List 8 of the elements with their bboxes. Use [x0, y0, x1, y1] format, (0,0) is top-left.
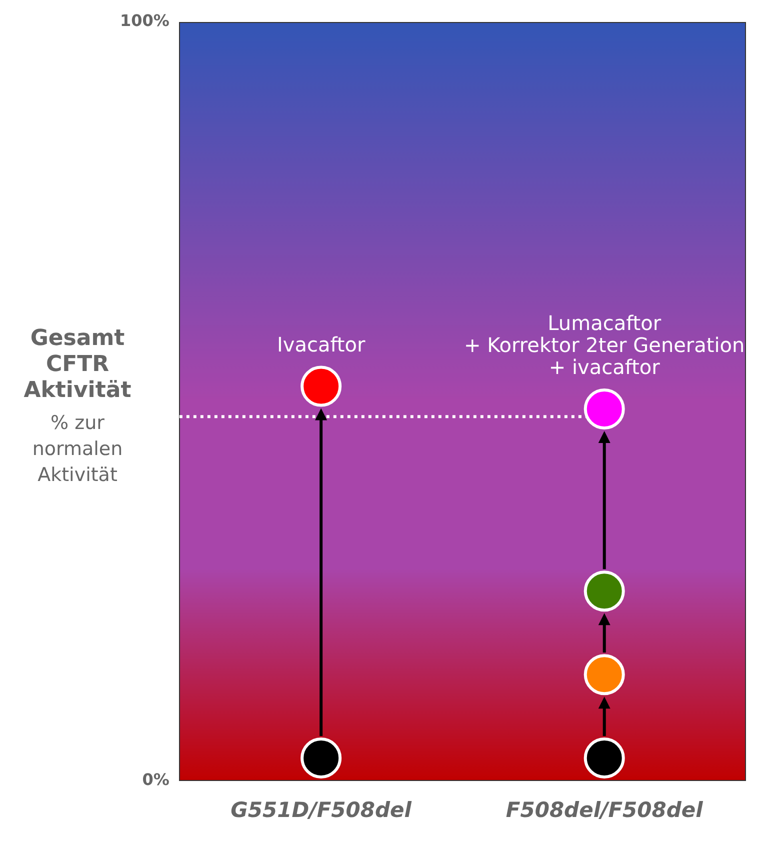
x-tick-label: G551D/F508del	[230, 798, 412, 822]
annotation: Ivacaftor	[276, 332, 366, 356]
x-tick-label: F508del/F508del	[506, 798, 704, 822]
y-tick-label: 0%	[142, 770, 170, 789]
annotation: Lumacaftor + Korrektor 2ter Generation + ivacaftor	[464, 311, 745, 380]
text: % zur normalen Aktivität	[31, 410, 124, 488]
y-tick-label: 100%	[120, 11, 170, 30]
y-axis-title: Gesamt CFTR Aktivität	[22, 326, 132, 404]
